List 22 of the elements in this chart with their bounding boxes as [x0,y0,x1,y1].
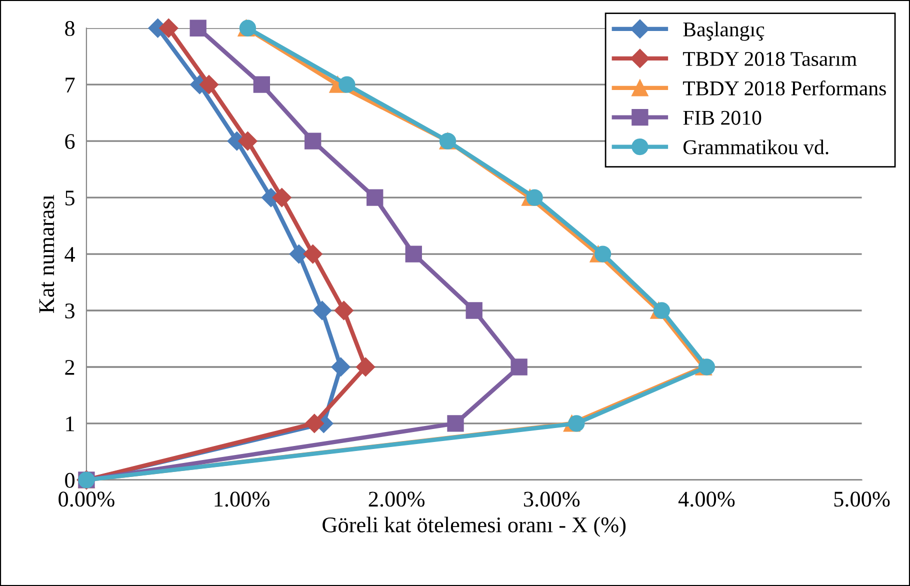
legend-label: TBDY 2018 Performans [683,80,886,96]
y-tick-label: 6 [65,134,75,150]
x-tick-label: 5.00% [834,492,890,507]
x-tick-label: 1.00% [214,492,270,507]
y-axis-title: Kat numarası [39,194,54,313]
y-tick-label: 3 [65,304,74,318]
y-tick-label: 5 [66,190,74,206]
x-tick-label: 0.00% [58,492,114,507]
y-tick-label: 4 [64,247,75,262]
legend-label: Grammatikou vd. [684,140,828,154]
legend-label: Başlangıç [683,22,764,41]
y-tick-label: 2 [65,360,74,375]
y-tick-label: 7 [66,78,75,92]
x-axis-title: Göreli kat ötelemesi oranı - X (%) [322,516,626,537]
legend-label: TBDY 2018 Tasarım [683,52,857,66]
x-tick-label: 2.00% [368,492,425,507]
y-tick-label: 8 [65,21,74,36]
y-tick-label: 0 [65,472,74,488]
legend-label: FIB 2010 [683,110,762,125]
x-tick-label: 3.00% [524,492,580,507]
x-tick-label: 4.00% [678,492,735,507]
y-tick-label: 1 [66,416,74,432]
